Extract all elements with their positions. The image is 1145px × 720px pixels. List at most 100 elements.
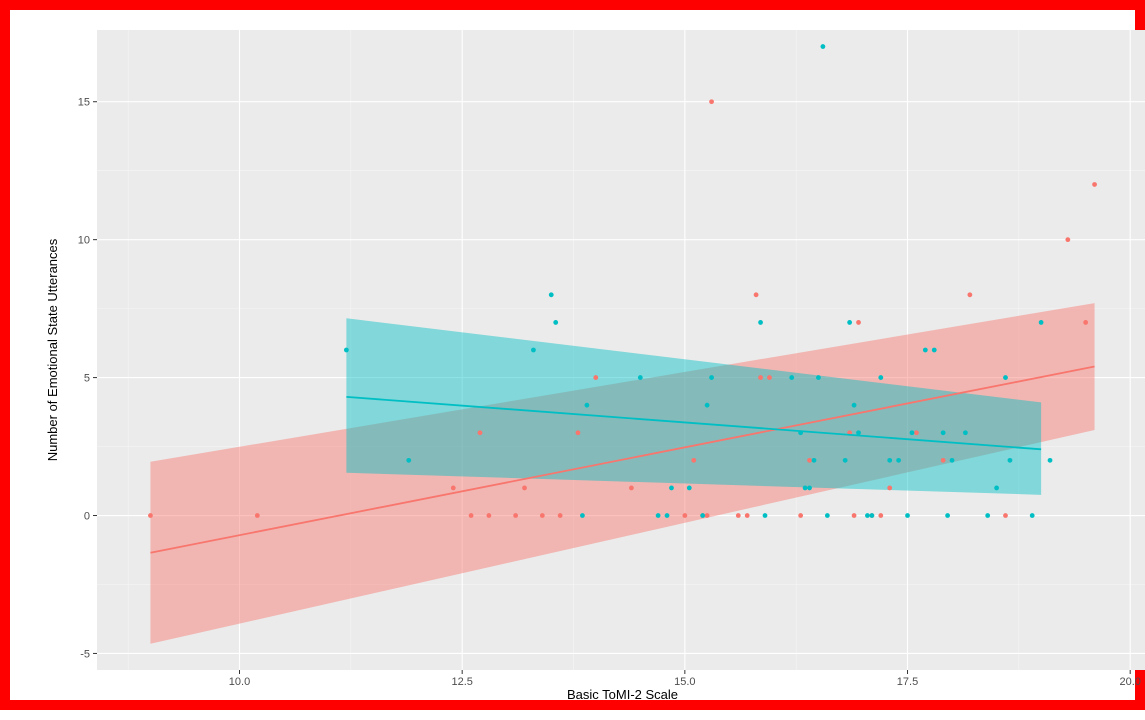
data-point (513, 513, 519, 518)
x-axis-title: Basic ToMI-2 Scale (567, 687, 678, 702)
data-point (824, 513, 830, 518)
data-point (553, 320, 559, 325)
data-point (851, 513, 857, 518)
data-point (343, 347, 349, 353)
data-point (940, 430, 946, 436)
data-point (945, 513, 950, 518)
data-point (896, 457, 902, 463)
data-point (878, 513, 884, 518)
x-axis-ticks: 10.0 12.5 15.0 17.5 20.0 (229, 670, 1141, 688)
data-point (664, 513, 670, 518)
y-axis-title: Number of Emotional State Utterances (45, 238, 60, 461)
data-point (856, 430, 861, 436)
data-point (686, 485, 692, 491)
x-tick-label: 20.0 (1119, 676, 1140, 688)
data-point (807, 485, 812, 491)
confidence-ribbon-1 (150, 303, 1095, 644)
data-point (539, 513, 545, 518)
data-point (406, 457, 412, 463)
data-point (753, 292, 759, 298)
data-point (148, 513, 153, 518)
data-point (1065, 237, 1071, 243)
data-point (798, 513, 804, 518)
y-axis-ticks: -5 0 5 10 15 (78, 97, 97, 660)
data-point (531, 347, 536, 353)
x-tick-label: 15.0 (674, 676, 695, 688)
data-point (967, 292, 973, 298)
x-tick-label: 17.5 (897, 676, 918, 688)
data-point (548, 292, 554, 298)
regression-line-2 (346, 395, 1042, 451)
confidence-ribbons (150, 303, 1095, 644)
data-point (994, 485, 999, 491)
data-point (700, 513, 706, 518)
data-point (682, 513, 688, 518)
data-point (704, 402, 710, 408)
data-point (905, 513, 910, 518)
data-point (820, 44, 826, 49)
y-tick-label: 5 (84, 373, 90, 385)
data-point (486, 513, 492, 518)
data-point (878, 375, 884, 380)
data-point (963, 430, 968, 436)
data-point (851, 402, 857, 408)
data-point (762, 513, 768, 518)
data-point (914, 430, 919, 436)
data-point (869, 513, 875, 518)
data-point (985, 513, 991, 518)
plot-panel (97, 30, 1145, 670)
data-point (655, 513, 661, 518)
data-point (865, 513, 870, 518)
data-point (887, 457, 893, 463)
data-point (856, 320, 861, 325)
data-point (744, 513, 750, 518)
data-point (522, 485, 527, 491)
data-point (1047, 457, 1053, 463)
data-point (1003, 375, 1008, 380)
x-tick-label: 10.0 (229, 676, 250, 688)
y-tick-label: -5 (80, 648, 90, 660)
regression-line-1 (150, 365, 1095, 554)
data-point (758, 375, 763, 380)
data-point (450, 485, 456, 491)
major-gridlines (97, 30, 1145, 670)
data-point (575, 430, 581, 436)
data-point (802, 485, 808, 491)
data-point (735, 513, 741, 518)
data-point (949, 457, 955, 463)
data-point (922, 347, 928, 353)
data-point (629, 485, 634, 491)
data-point (1003, 513, 1008, 518)
data-point (584, 402, 590, 408)
data-point (940, 457, 946, 463)
data-point (593, 375, 599, 380)
data-point (254, 513, 260, 518)
minor-gridlines (97, 30, 1145, 670)
data-point (691, 457, 697, 463)
chart: 10.0 12.5 15.0 17.5 20.0 -5 0 5 10 15 Basic ToMI… (45, 30, 1145, 702)
data-point (816, 375, 821, 380)
data-point (637, 375, 643, 380)
data-point (789, 375, 795, 380)
data-point (704, 513, 710, 518)
data-point (1083, 320, 1089, 325)
data-point (1092, 182, 1097, 187)
x-tick-label: 12.5 (451, 676, 472, 688)
data-point (887, 485, 893, 491)
data-point (580, 513, 585, 518)
data-point (811, 457, 817, 463)
data-point (847, 320, 853, 325)
data-point (709, 375, 714, 380)
data-point (842, 457, 848, 463)
data-point (909, 430, 915, 436)
data-point (468, 513, 474, 518)
data-point (807, 457, 812, 463)
data-point (1029, 513, 1035, 518)
data-point (477, 430, 483, 436)
data-point (931, 347, 937, 353)
y-tick-label: 15 (78, 97, 90, 109)
data-point (758, 320, 763, 325)
data-point (1007, 457, 1013, 463)
data-point (709, 99, 714, 105)
